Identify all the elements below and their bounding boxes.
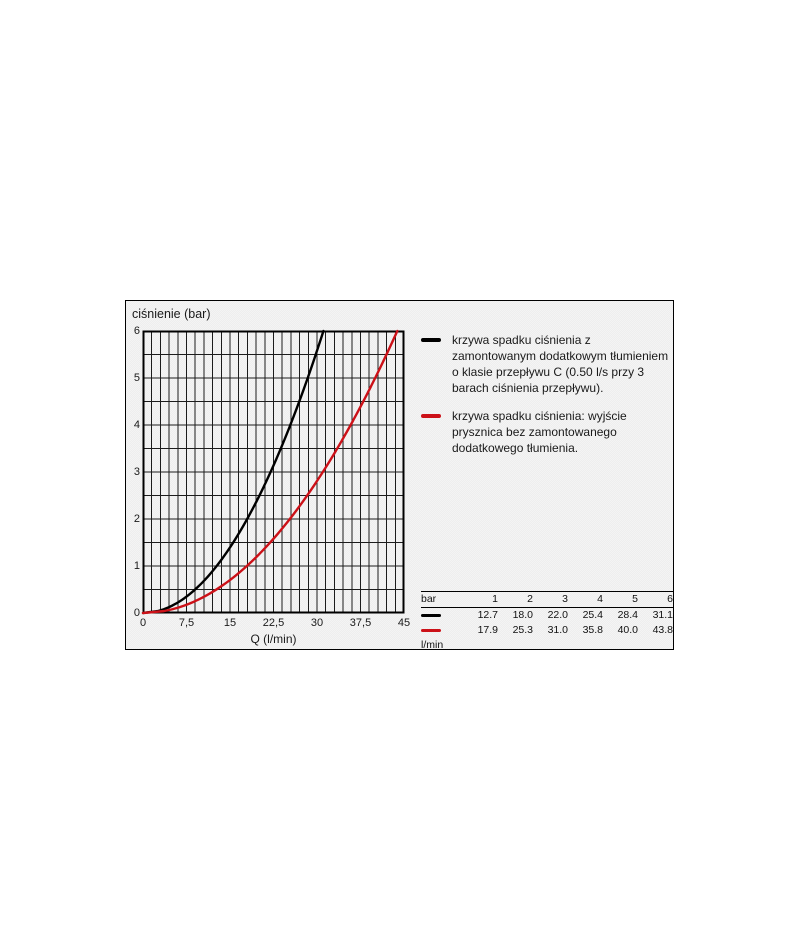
table-cell: 25.3 — [512, 624, 533, 636]
x-tick-label: 0 — [139, 617, 147, 629]
legend-line: dodatkowego tłumienia. — [452, 441, 579, 455]
table-cell: 22.0 — [547, 609, 568, 621]
table-header-row: bar 1 2 3 4 5 6 — [421, 591, 673, 608]
y-tick-label: 0 — [133, 606, 140, 619]
legend: krzywa spadku ciśnienia z zamontowanym d… — [421, 332, 673, 468]
x-tick-label: 7,5 — [178, 617, 195, 629]
y-axis-ticks: 0 1 2 3 4 5 6 — [126, 325, 140, 619]
chart-svg — [141, 329, 405, 615]
table-cell: 12.7 — [477, 609, 498, 621]
table-col-header: 6 — [667, 593, 673, 605]
y-tick-label: 3 — [133, 465, 140, 478]
x-axis-title: Q (l/min) — [250, 632, 297, 646]
x-tick-label: 30 — [310, 617, 324, 629]
y-tick-label: 6 — [133, 324, 140, 337]
y-tick-label: 1 — [133, 559, 140, 572]
legend-text-black: krzywa spadku ciśnienia z zamontowanym d… — [452, 332, 668, 396]
legend-item-black: krzywa spadku ciśnienia z zamontowanym d… — [421, 332, 673, 396]
x-tick-label: 45 — [397, 617, 411, 629]
table-footer-row: l/min — [421, 638, 673, 653]
legend-line: o klasie przepływu C (0.50 l/s przy 3 — [452, 365, 645, 379]
black-line-swatch-icon — [421, 613, 441, 617]
table-col-header: 2 — [527, 593, 533, 605]
legend-item-red: krzywa spadku ciśnienia: wyjście pryszni… — [421, 408, 673, 456]
table-cell: 31.1 — [652, 609, 673, 621]
flow-table: bar 1 2 3 4 5 6 12.7 18.0 22.0 2 5 — [421, 591, 673, 653]
table-row-swatch-cell — [421, 623, 463, 638]
table-unit-lmin: l/min — [421, 639, 444, 651]
table-row-black: 12.7 18.0 22.0 25.4 28.4 31.1 — [421, 608, 673, 624]
y-tick-label: 2 — [133, 512, 140, 525]
black-line-swatch-icon — [421, 338, 441, 342]
table-col-header: 1 — [492, 593, 498, 605]
x-tick-label: 15 — [223, 617, 237, 629]
x-tick-label: 37,5 — [349, 617, 372, 629]
table-col-header: 3 — [562, 593, 568, 605]
table-cell: 31.0 — [547, 624, 568, 636]
table-cell: 25.4 — [582, 609, 603, 621]
red-line-swatch-icon — [421, 628, 441, 632]
legend-text-red: krzywa spadku ciśnienia: wyjście pryszni… — [452, 408, 627, 456]
table-col-header: 4 — [597, 593, 603, 605]
table-footer-spacer — [463, 638, 673, 653]
table-cell: 40.0 — [617, 624, 638, 636]
legend-line: barach ciśnienia przepływu). — [452, 381, 604, 395]
table-row-swatch-cell — [421, 608, 463, 624]
plot-area — [141, 329, 405, 615]
y-axis-title: ciśnienie (bar) — [132, 307, 211, 321]
legend-line: krzywa spadku ciśnienia: wyjście — [452, 409, 627, 423]
legend-line: prysznica bez zamontowanego — [452, 425, 617, 439]
y-tick-label: 5 — [133, 371, 140, 384]
legend-line: zamontowanym dodatkowym tłumieniem — [452, 349, 669, 363]
table-unit-bar: bar — [421, 593, 437, 605]
pressure-drop-with-damping-curve — [141, 329, 325, 615]
table-cell: 43.8 — [652, 624, 673, 636]
table-cell: 17.9 — [477, 624, 498, 636]
pressure-drop-without-damping-curve — [141, 329, 399, 615]
table-row-red: 17.9 25.3 31.0 35.8 40.0 43.8 — [421, 623, 673, 638]
table-col-header: 5 — [632, 593, 638, 605]
table-cell: 18.0 — [512, 609, 533, 621]
red-line-swatch-icon — [421, 414, 441, 418]
table-cell: 28.4 — [617, 609, 638, 621]
grid-lines — [142, 330, 405, 614]
x-axis-ticks: 0 7,5 15 22,5 30 37,5 45 — [139, 617, 410, 631]
legend-line: krzywa spadku ciśnienia z — [452, 333, 591, 347]
table-cell: 35.8 — [582, 624, 603, 636]
plot-border — [142, 330, 405, 614]
y-tick-label: 4 — [133, 418, 140, 431]
x-tick-label: 22,5 — [262, 617, 285, 629]
